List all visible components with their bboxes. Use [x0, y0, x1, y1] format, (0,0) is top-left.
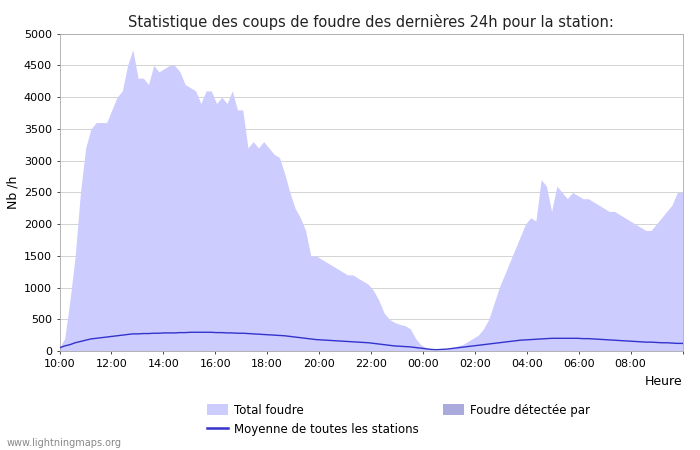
Text: Heure: Heure: [645, 375, 682, 388]
Legend: Total foudre, Moyenne de toutes les stations, Foudre détectée par: Total foudre, Moyenne de toutes les stat…: [202, 399, 594, 440]
Text: www.lightningmaps.org: www.lightningmaps.org: [7, 438, 122, 448]
Y-axis label: Nb /h: Nb /h: [6, 176, 20, 209]
Title: Statistique des coups de foudre des dernières 24h pour la station:: Statistique des coups de foudre des dern…: [128, 14, 614, 30]
